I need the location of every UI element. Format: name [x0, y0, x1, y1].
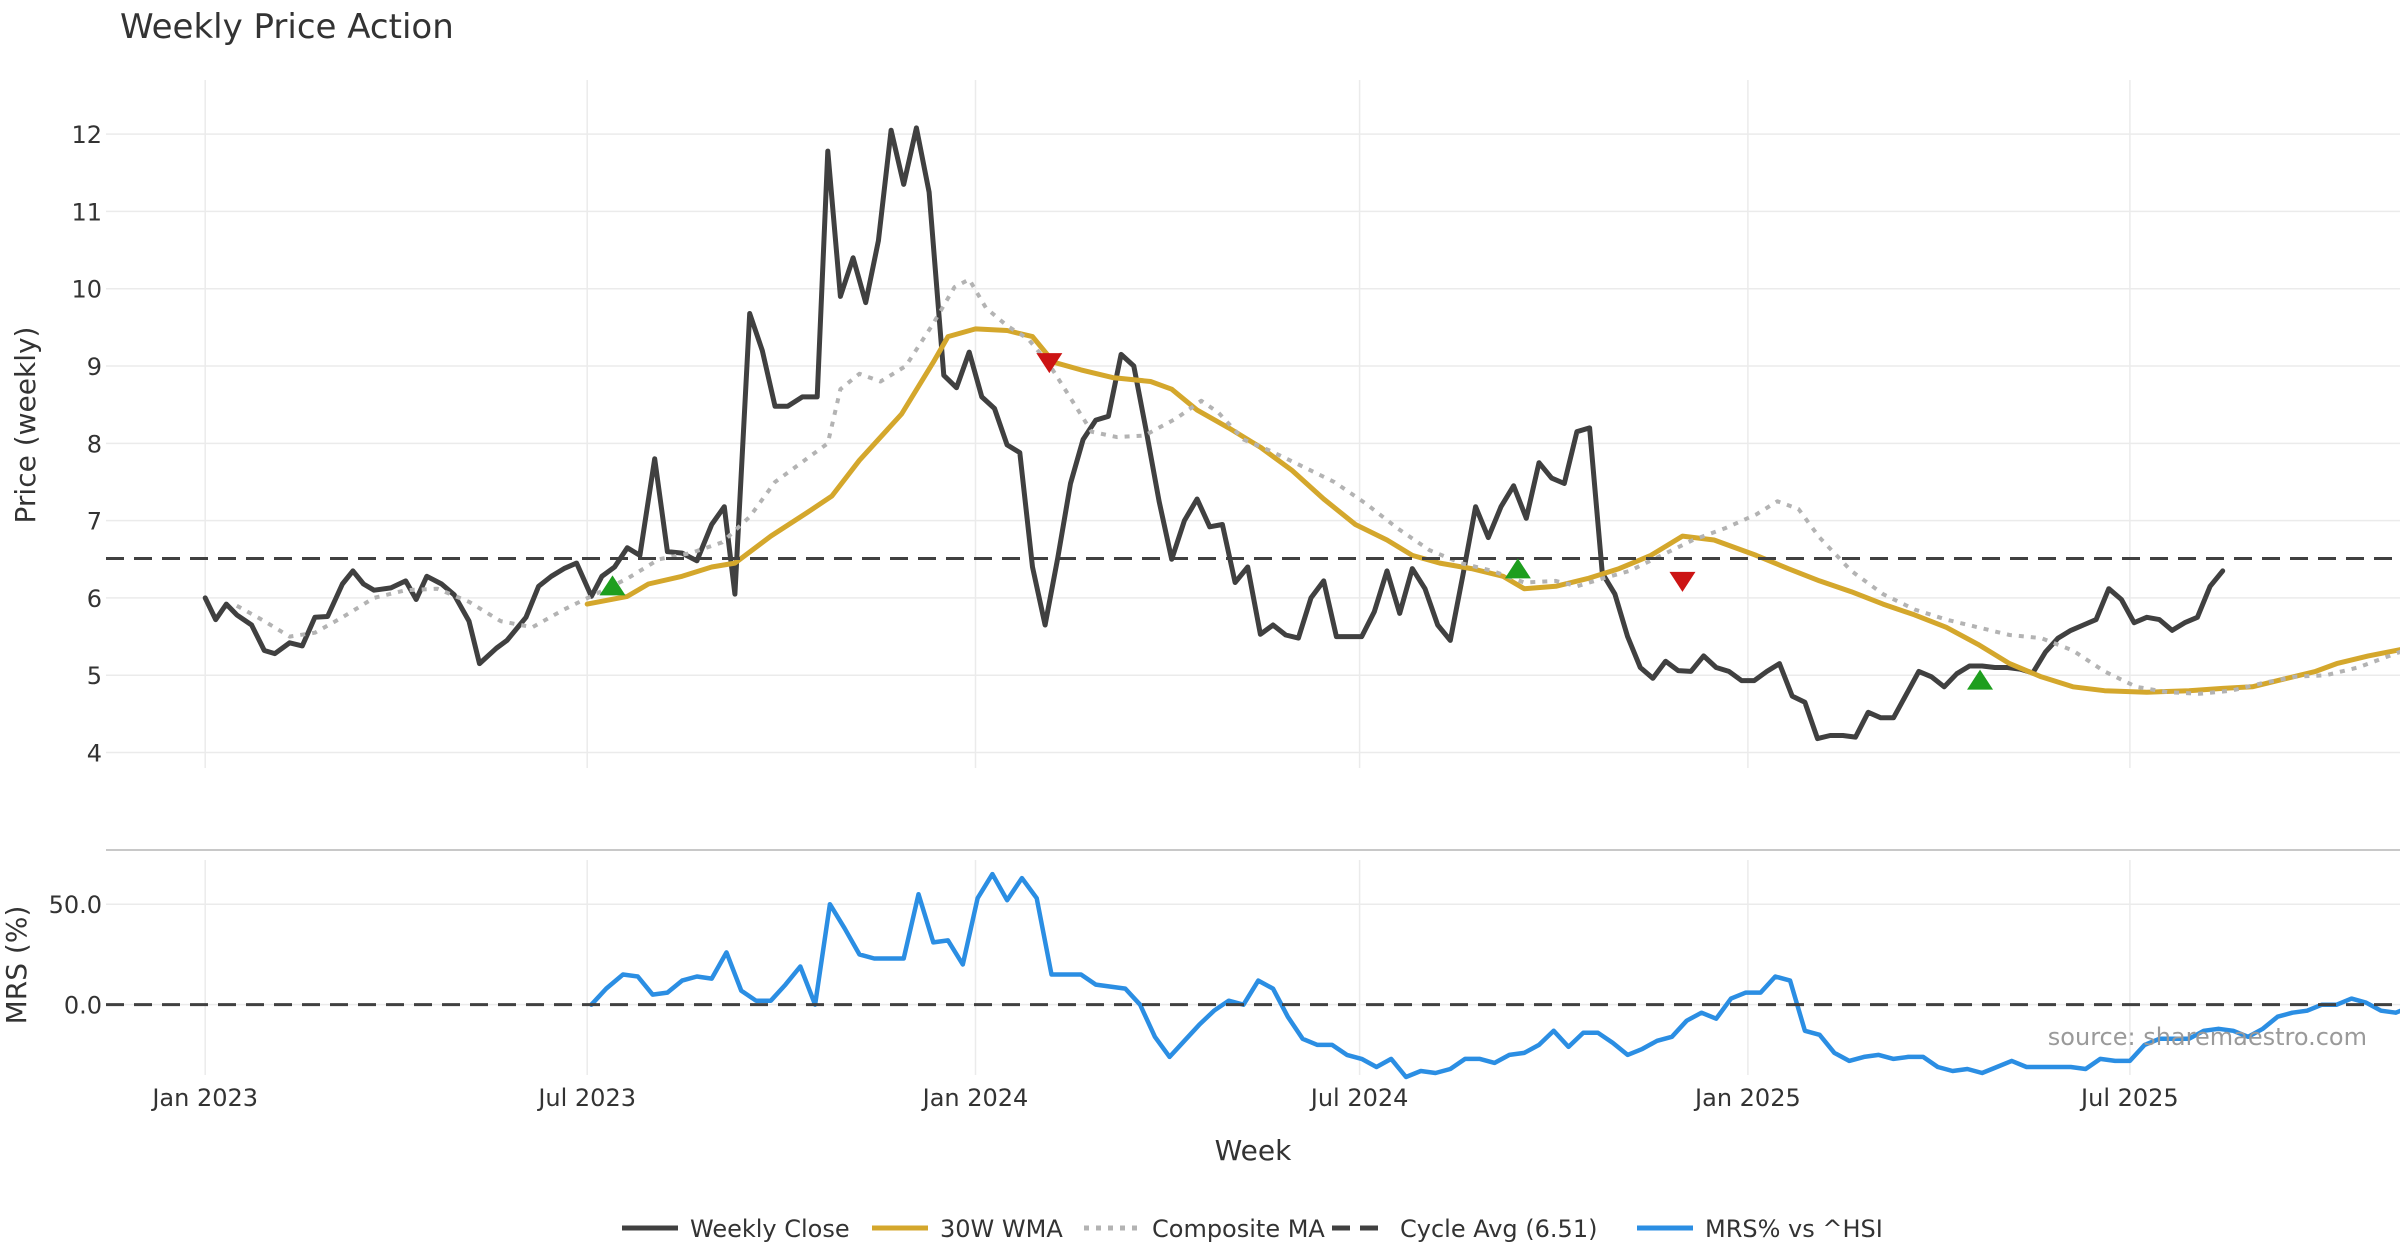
mrs-y-axis-label: MRS (%): [0, 906, 33, 1025]
sell-signal-marker: [1669, 571, 1696, 592]
sell-signal-marker: [1036, 353, 1063, 374]
signal-markers: [599, 353, 1994, 690]
price-y-tick: 5: [87, 662, 102, 690]
mrs-y-tick: 0.0: [64, 992, 102, 1020]
price-y-tick: 10: [71, 276, 102, 304]
x-tick-label: Jul 2025: [2079, 1084, 2179, 1112]
buy-signal-marker: [599, 575, 626, 596]
x-axis-label: Week: [1215, 1134, 1292, 1167]
price-y-tick: 9: [87, 353, 102, 381]
price-y-tick: 4: [87, 740, 102, 768]
x-tick-label: Jan 2024: [921, 1084, 1029, 1112]
chart-legend: Weekly Close 30W WMA Composite MA Cycle Avg…: [622, 1215, 1883, 1243]
mrs-series-group: [106, 871, 2400, 1080]
legend-label: MRS% vs ^HSI: [1705, 1215, 1883, 1243]
mrs-vs-hsi-line: [589, 871, 2400, 1080]
price-y-tick-labels: 4 5 6 7 8 9 10 11 12: [71, 121, 102, 767]
legend-label: Cycle Avg (6.51): [1400, 1215, 1597, 1243]
price-y-tick: 11: [71, 198, 102, 226]
weekly-close-line: [202, 125, 2226, 742]
composite-ma-line: [235, 277, 2400, 696]
buy-signal-marker: [1504, 558, 1531, 579]
legend-label: Composite MA: [1152, 1215, 1325, 1243]
price-series-group: [106, 125, 2400, 742]
x-tick-labels: Jan 2023 Jul 2023 Jan 2024 Jul 2024 Jan 2025…: [150, 1084, 2178, 1112]
x-tick-label: Jul 2024: [1309, 1084, 1409, 1112]
price-y-tick: 12: [71, 121, 102, 149]
mrs-y-tick: 50.0: [49, 891, 102, 919]
price-panel-grid: [106, 80, 2400, 768]
price-y-tick: 7: [87, 508, 102, 536]
price-y-axis-label: Price (weekly): [9, 327, 42, 524]
price-y-tick: 8: [87, 430, 102, 458]
source-annotation: source: sharemaestro.com: [2048, 1023, 2367, 1051]
buy-signal-marker: [1967, 669, 1994, 690]
30w-wma-line: [584, 326, 2400, 695]
price-y-tick: 6: [87, 585, 102, 613]
x-tick-label: Jan 2023: [150, 1084, 258, 1112]
x-tick-label: Jul 2023: [536, 1084, 636, 1112]
chart-title: Weekly Price Action: [120, 7, 454, 47]
x-tick-label: Jan 2025: [1693, 1084, 1801, 1112]
legend-label: 30W WMA: [940, 1215, 1063, 1243]
legend-label: Weekly Close: [690, 1215, 850, 1243]
mrs-y-tick-labels: 0.0 50.0: [49, 891, 102, 1019]
